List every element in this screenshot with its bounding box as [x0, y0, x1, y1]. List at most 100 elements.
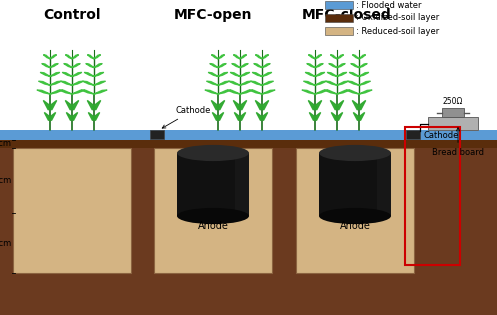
Bar	[150, 130, 164, 139]
Bar	[0, 140, 497, 148]
Polygon shape	[308, 100, 317, 110]
Polygon shape	[218, 64, 226, 68]
Polygon shape	[315, 64, 323, 68]
Text: : Oxidized-soil layer: : Oxidized-soil layer	[356, 14, 439, 22]
Polygon shape	[65, 100, 74, 110]
Polygon shape	[218, 72, 228, 77]
Polygon shape	[309, 112, 317, 120]
Bar	[377, 153, 391, 216]
Polygon shape	[305, 72, 315, 77]
Polygon shape	[218, 90, 231, 94]
Polygon shape	[348, 81, 359, 85]
Polygon shape	[238, 100, 247, 110]
Polygon shape	[357, 100, 366, 110]
Text: Anode: Anode	[339, 221, 370, 231]
Polygon shape	[359, 72, 369, 77]
Polygon shape	[250, 81, 262, 85]
Polygon shape	[72, 55, 79, 59]
Ellipse shape	[177, 208, 249, 224]
Polygon shape	[88, 112, 95, 120]
Polygon shape	[262, 72, 272, 77]
Text: : Flooded water: : Flooded water	[356, 1, 421, 9]
Polygon shape	[309, 55, 315, 59]
Polygon shape	[262, 81, 273, 85]
Polygon shape	[240, 55, 247, 59]
Polygon shape	[240, 64, 248, 68]
Polygon shape	[64, 64, 72, 68]
Polygon shape	[331, 100, 339, 110]
Polygon shape	[211, 100, 220, 110]
Polygon shape	[359, 90, 372, 94]
Polygon shape	[48, 100, 57, 110]
Polygon shape	[37, 90, 50, 94]
Polygon shape	[50, 55, 57, 59]
Bar	[405, 127, 460, 265]
Polygon shape	[337, 64, 345, 68]
Polygon shape	[218, 55, 225, 59]
Polygon shape	[207, 81, 218, 85]
Polygon shape	[313, 100, 322, 110]
Polygon shape	[227, 90, 240, 94]
Polygon shape	[249, 90, 262, 94]
Polygon shape	[50, 81, 61, 85]
Polygon shape	[314, 112, 321, 120]
Polygon shape	[315, 72, 325, 77]
Polygon shape	[315, 81, 327, 85]
Polygon shape	[49, 112, 56, 120]
Polygon shape	[359, 81, 370, 85]
Polygon shape	[232, 64, 240, 68]
Bar	[177, 153, 249, 216]
Polygon shape	[254, 64, 262, 68]
Polygon shape	[217, 112, 224, 120]
Polygon shape	[43, 100, 52, 110]
Ellipse shape	[319, 208, 391, 224]
Polygon shape	[252, 72, 262, 77]
Polygon shape	[218, 81, 229, 85]
Polygon shape	[353, 112, 360, 120]
Polygon shape	[329, 64, 337, 68]
Polygon shape	[87, 55, 94, 59]
Text: : Reduced-soil layer: : Reduced-soil layer	[356, 26, 439, 36]
Polygon shape	[324, 90, 337, 94]
Polygon shape	[359, 55, 365, 59]
Polygon shape	[302, 90, 315, 94]
Polygon shape	[357, 112, 365, 120]
Polygon shape	[42, 64, 50, 68]
Polygon shape	[337, 81, 348, 85]
Polygon shape	[349, 72, 359, 77]
Polygon shape	[94, 55, 100, 59]
Polygon shape	[262, 55, 268, 59]
Polygon shape	[229, 81, 240, 85]
Polygon shape	[240, 81, 251, 85]
Polygon shape	[39, 81, 50, 85]
Text: Control: Control	[43, 8, 101, 22]
Bar	[325, 1, 353, 9]
Text: 5cm: 5cm	[0, 140, 11, 148]
Polygon shape	[66, 112, 74, 120]
Polygon shape	[260, 100, 269, 110]
Polygon shape	[230, 72, 240, 77]
Polygon shape	[262, 64, 270, 68]
Polygon shape	[239, 112, 246, 120]
Polygon shape	[216, 100, 225, 110]
Text: Bread board: Bread board	[432, 128, 484, 157]
Ellipse shape	[319, 145, 391, 161]
Polygon shape	[94, 64, 102, 68]
Text: Anode: Anode	[198, 221, 229, 231]
Bar	[0, 130, 497, 140]
Polygon shape	[94, 72, 104, 77]
Polygon shape	[84, 72, 94, 77]
Polygon shape	[92, 100, 101, 110]
Polygon shape	[72, 81, 83, 85]
Polygon shape	[262, 90, 275, 94]
Polygon shape	[205, 90, 218, 94]
Polygon shape	[50, 90, 63, 94]
Bar	[325, 14, 353, 22]
Polygon shape	[234, 55, 240, 59]
Polygon shape	[337, 90, 350, 94]
Polygon shape	[352, 100, 361, 110]
Polygon shape	[260, 112, 268, 120]
Bar	[428, 117, 478, 130]
Bar	[325, 27, 353, 35]
Polygon shape	[326, 81, 337, 85]
